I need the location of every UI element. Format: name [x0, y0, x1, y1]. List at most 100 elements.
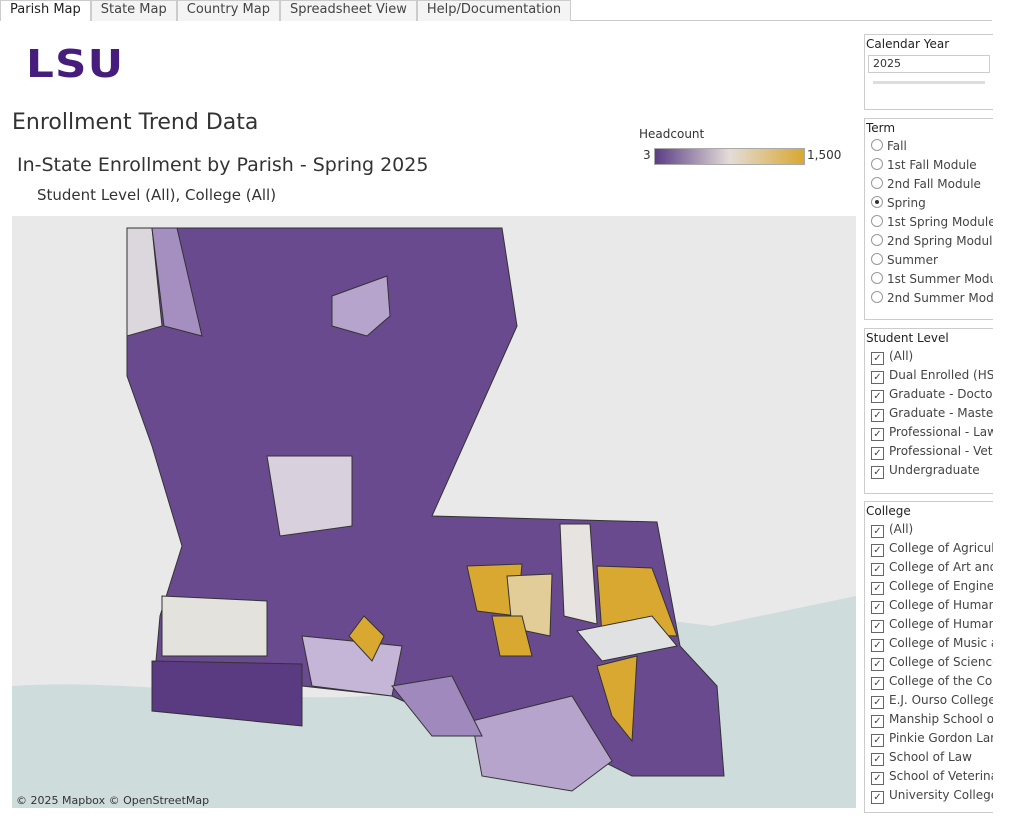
radio-option[interactable]: 1st Fall Module [865, 156, 993, 175]
checkbox[interactable]: ✓ [871, 601, 884, 614]
checkbox[interactable]: ✓ [871, 658, 884, 671]
option-label: College of Music a [889, 636, 993, 650]
radio[interactable] [871, 177, 883, 189]
radio-option[interactable]: 2nd Spring Module [865, 232, 993, 251]
checkbox-option[interactable]: ✓ College of Art and [865, 558, 993, 577]
radio[interactable] [871, 196, 883, 208]
filters-line: Student Level (All), College (All) [37, 186, 277, 204]
checkbox[interactable]: ✓ [871, 677, 884, 690]
radio-option[interactable]: 1st Summer Modul [865, 270, 993, 289]
radio[interactable] [871, 234, 883, 246]
checkbox[interactable]: ✓ [871, 447, 884, 460]
checkbox[interactable]: ✓ [871, 390, 884, 403]
subtitle: In-State Enrollment by Parish - Spring 2… [17, 154, 429, 176]
option-label: Spring [887, 196, 926, 210]
checkbox[interactable]: ✓ [871, 352, 884, 365]
tab[interactable]: Spreadsheet View [279, 0, 417, 21]
option-label: Dual Enrolled (HS [889, 368, 993, 382]
radio[interactable] [871, 253, 883, 265]
radio-option[interactable]: 2nd Summer Modu [865, 289, 993, 308]
option-label: 1st Fall Module [887, 158, 977, 172]
option-label: College of the Coa [889, 674, 993, 688]
checkbox-option[interactable]: ✓ School of Law [865, 748, 993, 767]
checkbox[interactable]: ✓ [871, 772, 884, 785]
checkbox[interactable]: ✓ [871, 563, 884, 576]
radio[interactable] [871, 215, 883, 227]
checkbox-option[interactable]: ✓ Manship School of [865, 710, 993, 729]
checkbox[interactable]: ✓ [871, 696, 884, 709]
checkbox-option[interactable]: ✓ College of Humani [865, 615, 993, 634]
checkbox-option[interactable]: ✓ College of the Coa [865, 672, 993, 691]
option-label: College of Agricult [889, 541, 993, 555]
checkbox-option[interactable]: ✓ College of Enginee [865, 577, 993, 596]
radio-option[interactable]: 2nd Fall Module [865, 175, 993, 194]
filter-label: Term [866, 121, 896, 135]
checkbox[interactable]: ✓ [871, 428, 884, 441]
radio[interactable] [871, 272, 883, 284]
option-label: E.J. Ourso College [889, 693, 993, 707]
map-credits: © 2025 Mapbox © OpenStreetMap [16, 794, 209, 807]
option-label: Professional - Law [889, 425, 993, 439]
option-label: Graduate - Master [889, 406, 993, 420]
checkbox[interactable]: ✓ [871, 734, 884, 747]
checkbox-option[interactable]: ✓ E.J. Ourso College [865, 691, 993, 710]
checkbox[interactable]: ✓ [871, 371, 884, 384]
checkbox[interactable]: ✓ [871, 582, 884, 595]
checkbox-option[interactable]: ✓ College of Science [865, 653, 993, 672]
radio[interactable] [871, 291, 883, 303]
checkbox[interactable]: ✓ [871, 525, 884, 538]
legend-min: 3 [643, 148, 651, 162]
tab[interactable]: Country Map [176, 0, 280, 21]
checkbox-option[interactable]: ✓ Professional - Vet [865, 442, 993, 461]
checkbox-option[interactable]: ✓ (All) [865, 347, 993, 366]
checkbox-option[interactable]: ✓ Professional - Law [865, 423, 993, 442]
radio-option[interactable]: Fall [865, 137, 993, 156]
option-label: College of Humani [889, 617, 993, 631]
checkbox-option[interactable]: ✓ (All) [865, 520, 993, 539]
option-label: School of Veterina [889, 769, 993, 783]
checkbox[interactable]: ✓ [871, 715, 884, 728]
checkbox[interactable]: ✓ [871, 544, 884, 557]
checkbox-option[interactable]: ✓ Undergraduate [865, 461, 993, 480]
tab[interactable]: Parish Map [0, 0, 91, 21]
radio-option[interactable]: Summer [865, 251, 993, 270]
checkbox[interactable]: ✓ [871, 620, 884, 633]
legend-gradient [654, 148, 805, 165]
year-input[interactable]: 2025 [868, 55, 990, 73]
checkbox[interactable]: ✓ [871, 409, 884, 422]
radio-option[interactable]: Spring [865, 194, 993, 213]
radio[interactable] [871, 158, 883, 170]
checkbox-option[interactable]: ✓ College of Human [865, 596, 993, 615]
checkbox-option[interactable]: ✓ School of Veterina [865, 767, 993, 786]
checkbox[interactable]: ✓ [871, 791, 884, 804]
option-label: College of Human [889, 598, 993, 612]
title: Enrollment Trend Data [12, 110, 259, 135]
checkbox[interactable]: ✓ [871, 753, 884, 766]
year-slider[interactable] [873, 81, 985, 84]
checkbox-option[interactable]: ✓ Graduate - Doctora [865, 385, 993, 404]
checkbox[interactable]: ✓ [871, 639, 884, 652]
option-label: School of Law [889, 750, 972, 764]
radio[interactable] [871, 139, 883, 151]
option-label: Pinkie Gordon Lan [889, 731, 993, 745]
tab-bar: Parish Map State Map Country Map Spreadshee… [0, 0, 992, 21]
checkbox-option[interactable]: ✓ Pinkie Gordon Lan [865, 729, 993, 748]
option-label: 1st Spring Module [887, 215, 993, 229]
checkbox-option[interactable]: ✓ College of Agricult [865, 539, 993, 558]
tab[interactable]: Help/Documentation [416, 0, 572, 21]
calendar-year-filter: Calendar Year 2025 [864, 34, 993, 110]
checkbox-option[interactable]: ✓ Graduate - Master [865, 404, 993, 423]
logo: LSU [26, 42, 125, 86]
tab[interactable]: State Map [90, 0, 177, 21]
checkbox[interactable]: ✓ [871, 466, 884, 479]
legend-title: Headcount [639, 127, 705, 141]
radio-option[interactable]: 1st Spring Module [865, 213, 993, 232]
checkbox-option[interactable]: ✓ Dual Enrolled (HS [865, 366, 993, 385]
option-label: College of Art and [889, 560, 993, 574]
checkbox-option[interactable]: ✓ University College [865, 786, 993, 805]
map: © 2025 Mapbox © OpenStreetMap [12, 216, 856, 808]
checkbox-option[interactable]: ✓ College of Music a [865, 634, 993, 653]
option-label: Graduate - Doctora [889, 387, 993, 401]
option-label: College of Science [889, 655, 993, 669]
option-label: Professional - Vet [889, 444, 993, 458]
